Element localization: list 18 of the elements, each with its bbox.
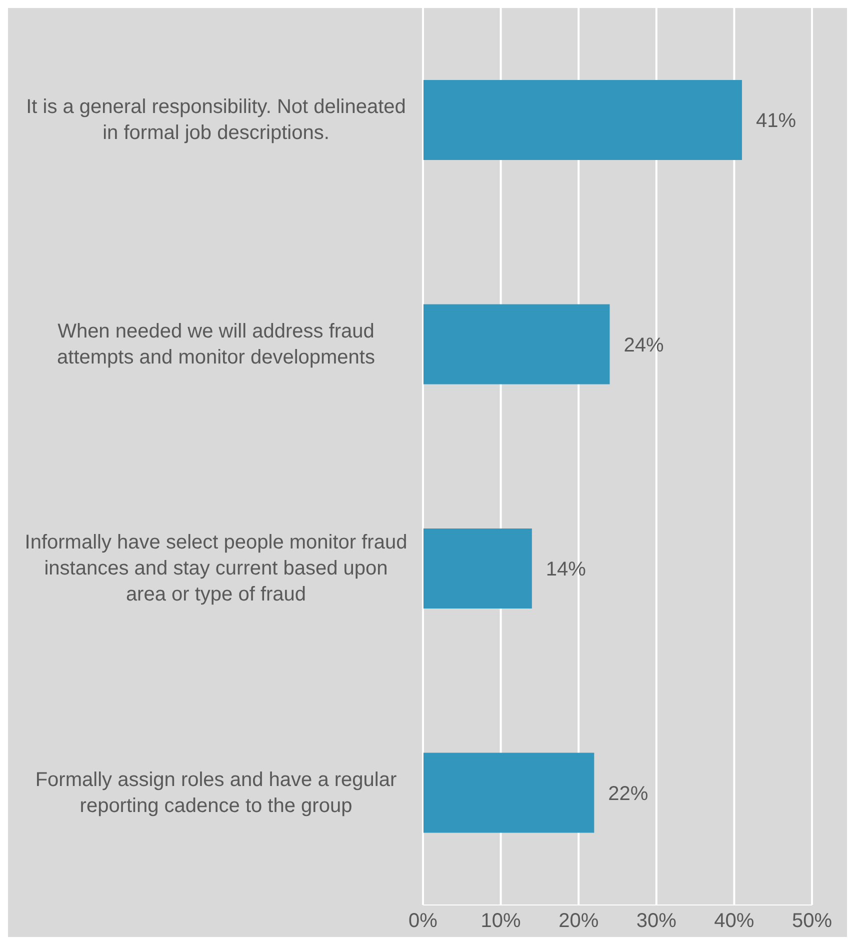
bar [423, 304, 610, 384]
x-tick-label: 10% [480, 910, 522, 932]
x-tick-label: 50% [792, 910, 832, 932]
bar [423, 80, 742, 160]
data-label: 14% [546, 558, 586, 581]
y-tick-label: When needed we will address fraud attempts and monitor developments [57, 320, 375, 368]
x-tick-label: 30% [636, 910, 677, 932]
x-tick-label: 40% [714, 910, 754, 932]
y-tick-label: It is a general responsibility. Not delineated in formal job descriptions. [26, 96, 406, 144]
x-tick-label: 0% [408, 910, 438, 932]
data-label: 24% [624, 334, 664, 356]
bar [423, 752, 594, 833]
data-label: 41% [756, 110, 796, 132]
y-tick-label: Informally have select people monitor fraud instances and stay current based upon area or type of fraud [24, 532, 408, 606]
bar [423, 528, 532, 608]
data-label: 22% [608, 782, 648, 805]
x-tick-label: 20% [558, 910, 599, 932]
y-tick-label: Formally assign roles and have a regular reporting cadence to the group [35, 768, 397, 817]
